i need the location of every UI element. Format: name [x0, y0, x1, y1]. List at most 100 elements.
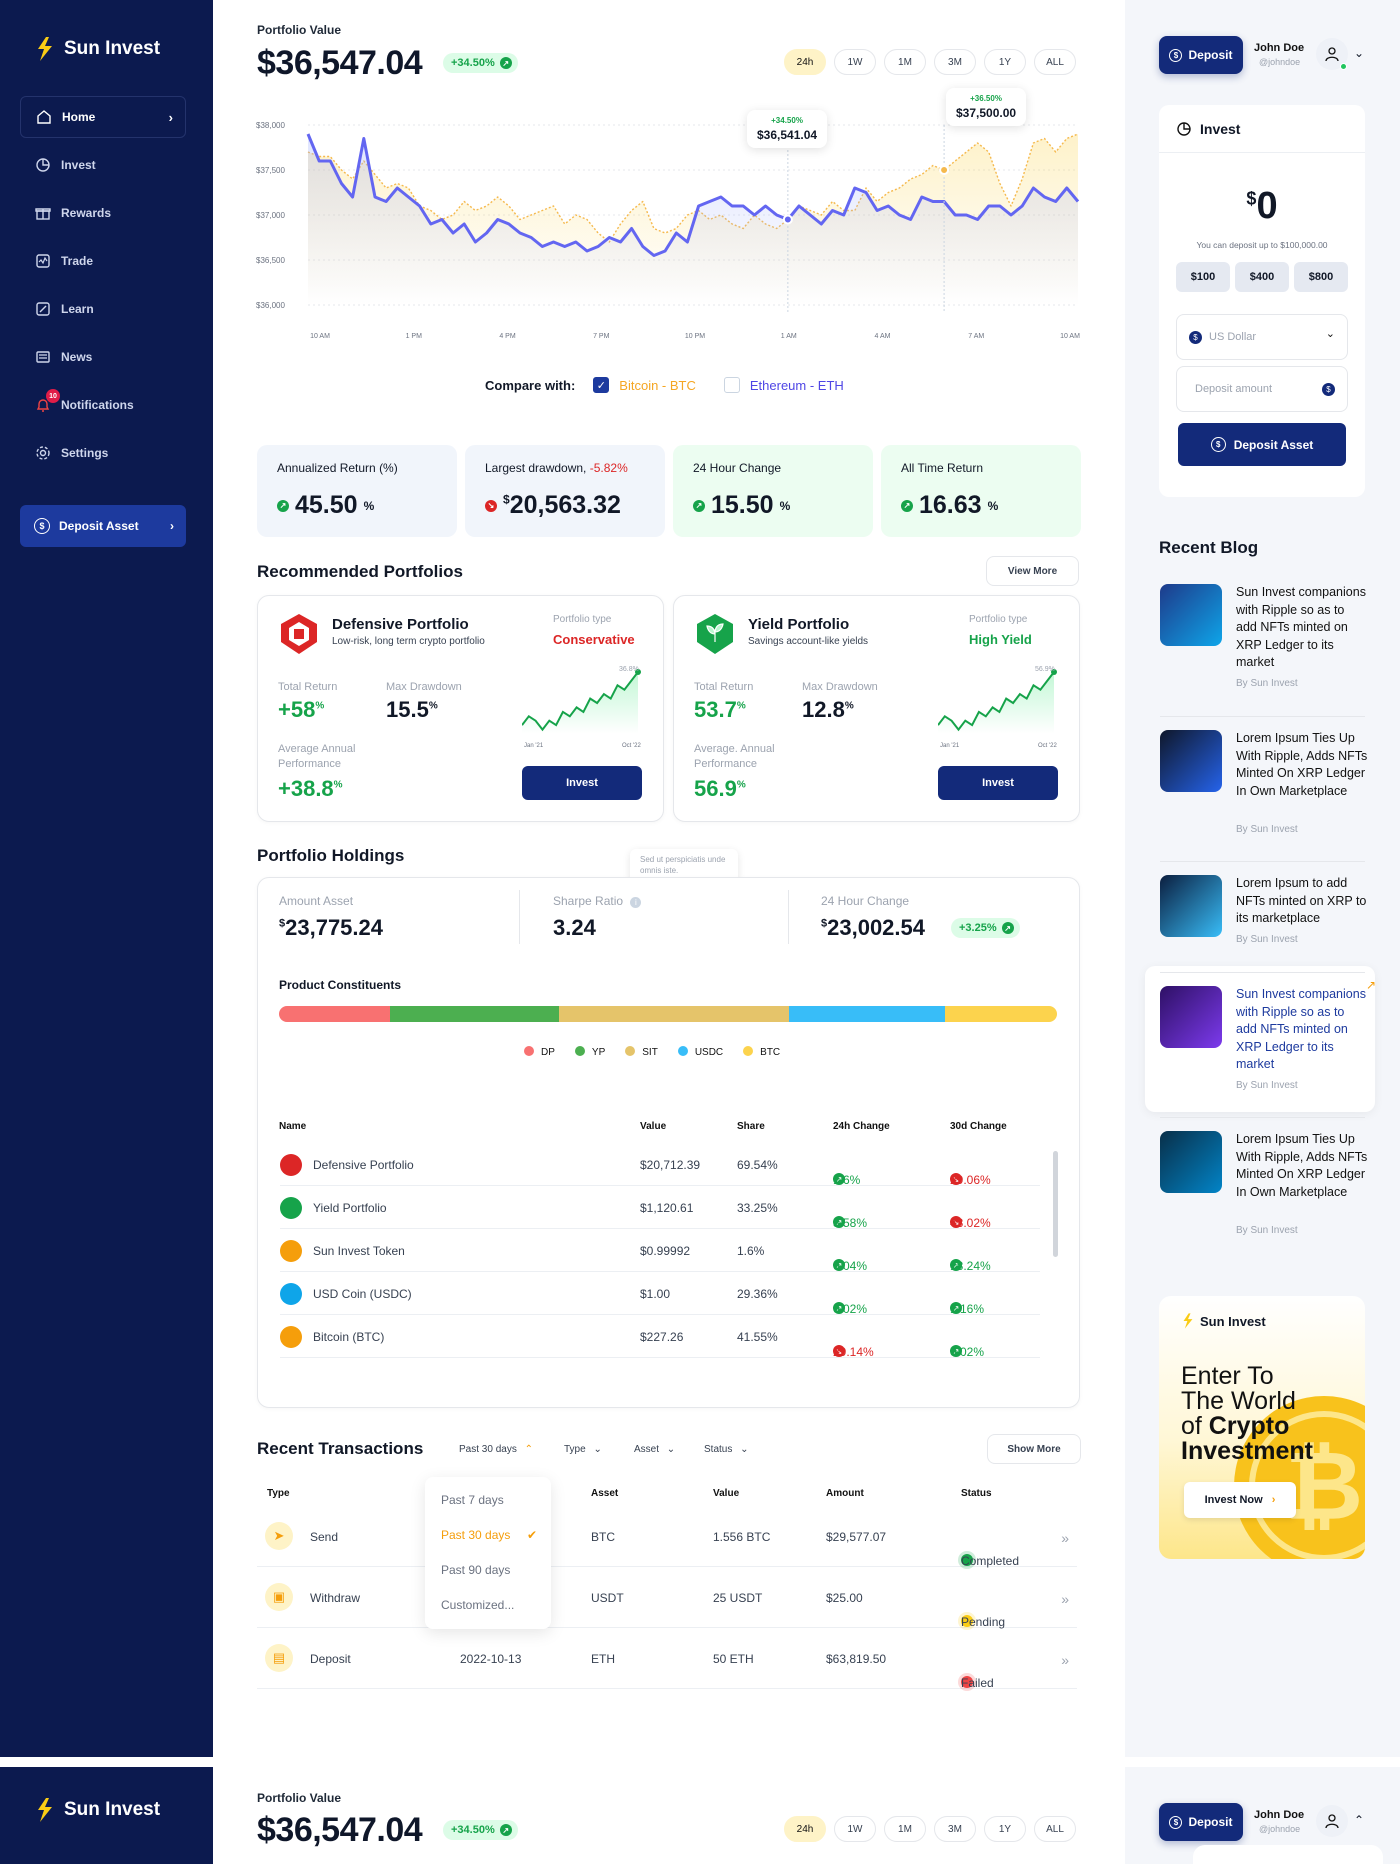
show-more-button[interactable]: Show More [987, 1434, 1081, 1464]
portfolio-line-chart[interactable]: $38,000 $37,500 $37,000 $36,500 $36,000 10 AM… [253, 105, 1083, 345]
range-1w[interactable]: 1W [834, 1816, 876, 1842]
sidebar-item-learn[interactable]: Learn [20, 288, 186, 330]
column-header[interactable]: Value [713, 1488, 740, 1499]
user-avatar[interactable] [1316, 1805, 1348, 1837]
button-label: Deposit Asset [1233, 437, 1314, 452]
dropdown-option-selected[interactable]: Past 30 days ✔ [441, 1528, 537, 1542]
chevron-up-icon[interactable]: ⌃ [1354, 1813, 1365, 1827]
column-header[interactable]: Asset [591, 1488, 619, 1499]
stat-24h-change: 24 Hour Change ↗ 15.50% [673, 445, 873, 537]
range-1w[interactable]: 1W [834, 49, 876, 75]
arrow-up-right-icon[interactable]: ↗ [1365, 978, 1376, 992]
blog-title[interactable]: Sun Invest companions with Ripple so as … [1236, 987, 1366, 1071]
filter-status[interactable]: Status ⌄ [704, 1444, 749, 1455]
blog-title[interactable]: Sun Invest companions with Ripple so as … [1236, 585, 1366, 669]
sidebar-item-settings[interactable]: Settings [20, 432, 186, 474]
info-icon[interactable]: i [630, 897, 642, 908]
column-header[interactable]: Amount [826, 1488, 864, 1499]
max-drawdown-value: 12.8% [802, 697, 854, 722]
blog-title[interactable]: Lorem Ipsum to add NFTs minted on XRP to… [1236, 876, 1367, 925]
double-chevron-right-icon[interactable]: » [1061, 1591, 1069, 1607]
blog-post[interactable]: Lorem Ipsum Ties Up With Ripple, Adds NF… [1160, 730, 1370, 862]
preset-amount-button[interactable]: $400 [1235, 262, 1289, 292]
preset-amount-button[interactable]: $100 [1176, 262, 1230, 292]
preset-amount-button[interactable]: $800 [1294, 262, 1348, 292]
double-chevron-right-icon[interactable]: » [1061, 1652, 1069, 1668]
deposit-asset-button[interactable]: $ Deposit Asset › [20, 505, 186, 547]
blog-post[interactable]: Sun Invest companions with Ripple so as … [1160, 584, 1370, 717]
sidebar-item-home[interactable]: Home › [20, 96, 186, 138]
chevron-down-icon[interactable]: ⌄ [1354, 46, 1365, 60]
y-tick-label: $37,500 [256, 166, 285, 175]
view-more-button[interactable]: View More [986, 556, 1079, 586]
range-all[interactable]: ALL [1034, 1816, 1076, 1842]
header-deposit-button[interactable]: $ Deposit [1159, 1803, 1243, 1841]
blog-title[interactable]: Lorem Ipsum Ties Up With Ripple, Adds NF… [1236, 731, 1368, 798]
dropdown-option[interactable]: Customized... [441, 1598, 515, 1612]
column-header[interactable]: 30d Change [950, 1121, 1007, 1132]
dropdown-option[interactable]: Past 90 days [441, 1563, 511, 1577]
range-1m[interactable]: 1M [884, 49, 926, 75]
filter-asset[interactable]: Asset ⌄ [634, 1444, 675, 1455]
transaction-row[interactable]: ▣ Withdraw USDT 25 USDT $25.00 Pending » [257, 1567, 1077, 1629]
range-24h[interactable]: 24h [784, 49, 826, 75]
range-3m[interactable]: 3M [934, 49, 976, 75]
invest-button[interactable]: Invest [522, 766, 642, 800]
column-header[interactable]: Status [961, 1488, 992, 1499]
column-header[interactable]: Name [279, 1121, 307, 1132]
deposit-amount-input[interactable]: Deposit amount $ [1176, 366, 1348, 412]
table-scrollbar[interactable] [1053, 1151, 1058, 1257]
sidebar-item-trade[interactable]: Trade [20, 240, 186, 282]
btc-compare-label[interactable]: Bitcoin - BTC [619, 377, 696, 393]
invest-button[interactable]: Invest [938, 766, 1058, 800]
arrow-up-icon: ↗ [277, 499, 289, 512]
transaction-row[interactable]: ➤ Send BTC 1.556 BTC $29,577.07 Completed » [257, 1506, 1077, 1568]
currency-select[interactable]: $ US Dollar ⌄ [1176, 314, 1348, 360]
btc-line [307, 133, 1079, 243]
brand-logo[interactable]: Sun Invest [34, 36, 160, 62]
headline-line: of Crypto [1181, 1414, 1313, 1439]
transaction-row[interactable]: ▤ Deposit 2022-10-13 ETH 50 ETH $63,819.50 Fai… [257, 1628, 1077, 1690]
column-header[interactable]: Value [640, 1121, 667, 1132]
blog-title[interactable]: Lorem Ipsum Ties Up With Ripple, Adds NF… [1236, 1132, 1368, 1199]
user-avatar[interactable] [1316, 38, 1348, 70]
range-all[interactable]: ALL [1034, 49, 1076, 75]
deposit-asset-cta[interactable]: $ Deposit Asset [1178, 423, 1346, 466]
sidebar-item-news[interactable]: News [20, 336, 186, 378]
sidebar-item-rewards[interactable]: Rewards [20, 192, 186, 234]
table-row[interactable]: USD Coin (USDC) $1.00 29.36% ↗ 0.02% ↗ 1.16% [280, 1272, 1040, 1316]
range-24h[interactable]: 24h [784, 1816, 826, 1842]
table-row[interactable]: Sun Invest Token $0.99992 1.6% ↗ 0.04% ↗ 18.24… [280, 1229, 1040, 1273]
btc-checkbox[interactable]: ✓ [593, 377, 610, 393]
column-header[interactable]: Type [267, 1488, 290, 1499]
stat-value: ↗ 16.63% [901, 491, 1061, 520]
table-row[interactable]: Yield Portfolio $1,120.61 33.25% ↗ 3.58% ↘ 43.… [280, 1186, 1040, 1230]
promo-banner[interactable]: ₿ Sun Invest Enter To The World of Crypt… [1159, 1296, 1365, 1559]
invest-now-button[interactable]: Invest Now › [1184, 1482, 1296, 1518]
asset-coin-icon [280, 1326, 302, 1348]
filter-period[interactable]: Past 30 days ⌃ [459, 1444, 533, 1455]
blog-post[interactable]: Sun Invest companions with Ripple so as … [1160, 978, 1376, 1118]
sidebar-item-label: Learn [61, 302, 94, 316]
column-header[interactable]: 24h Change [833, 1121, 890, 1132]
range-1y[interactable]: 1Y [984, 1816, 1026, 1842]
blog-post[interactable]: Lorem Ipsum to add NFTs minted on XRP to… [1160, 875, 1370, 985]
portfolio-type-label: Portfolio type [969, 614, 1028, 625]
range-1m[interactable]: 1M [884, 1816, 926, 1842]
range-3m[interactable]: 3M [934, 1816, 976, 1842]
range-1y[interactable]: 1Y [984, 49, 1026, 75]
dropdown-option[interactable]: Past 7 days [441, 1493, 504, 1507]
eth-compare-label[interactable]: Ethereum - ETH [749, 377, 844, 393]
table-row[interactable]: Defensive Portfolio $20,712.39 69.54% ↗ 1.6%… [280, 1143, 1040, 1187]
constituent-segment-yp [390, 1006, 560, 1022]
double-chevron-right-icon[interactable]: » [1061, 1530, 1069, 1546]
column-header[interactable]: Share [737, 1121, 765, 1132]
sidebar-item-invest[interactable]: Invest [20, 144, 186, 186]
sidebar-item-notifications[interactable]: 10 Notifications [20, 384, 186, 426]
eth-checkbox[interactable] [723, 377, 740, 393]
header-deposit-button[interactable]: $ Deposit [1159, 36, 1243, 74]
filter-type[interactable]: Type ⌄ [564, 1444, 602, 1455]
blog-post[interactable]: Lorem Ipsum Ties Up With Ripple, Adds NF… [1160, 1131, 1370, 1241]
brand-logo[interactable]: Sun Invest [34, 1797, 160, 1823]
table-row[interactable]: Bitcoin (BTC) $227.26 41.55% ↘ 29.14% ↗ 0.02% [280, 1315, 1040, 1359]
